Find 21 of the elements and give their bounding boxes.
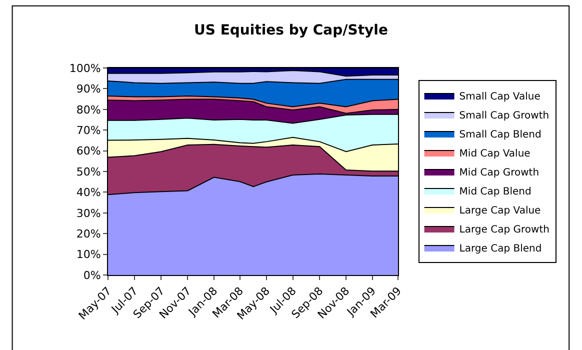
legend-label: Mid Cap Value bbox=[459, 148, 530, 160]
legend-label: Mid Cap Blend bbox=[459, 186, 532, 198]
legend-label: Large Cap Growth bbox=[459, 224, 550, 236]
legend-label: Small Cap Blend bbox=[459, 129, 542, 140]
y-tick-label: 20% bbox=[76, 227, 101, 240]
y-tick-label: 30% bbox=[76, 206, 101, 220]
y-tick-label: 80% bbox=[76, 103, 101, 116]
legend-label: Large Cap Value bbox=[459, 205, 541, 216]
y-tick-label: 50% bbox=[76, 165, 101, 178]
legend-label: Mid Cap Growth bbox=[459, 167, 540, 178]
legend-label: Large Cap Blend bbox=[459, 243, 542, 254]
y-tick-label: 40% bbox=[76, 186, 101, 200]
y-tick-label: 100% bbox=[69, 62, 101, 75]
y-tick-label: 90% bbox=[76, 82, 101, 96]
y-tick-label: 0% bbox=[83, 268, 101, 282]
y-tick-label: 10% bbox=[76, 248, 101, 262]
y-tick-label: 60% bbox=[76, 144, 101, 158]
legend-label: Small Cap Value bbox=[459, 91, 540, 102]
y-tick-label: 70% bbox=[76, 124, 101, 137]
legend-label: Small Cap Growth bbox=[459, 110, 550, 122]
chart-title: US Equities by Cap/Style bbox=[194, 22, 388, 38]
